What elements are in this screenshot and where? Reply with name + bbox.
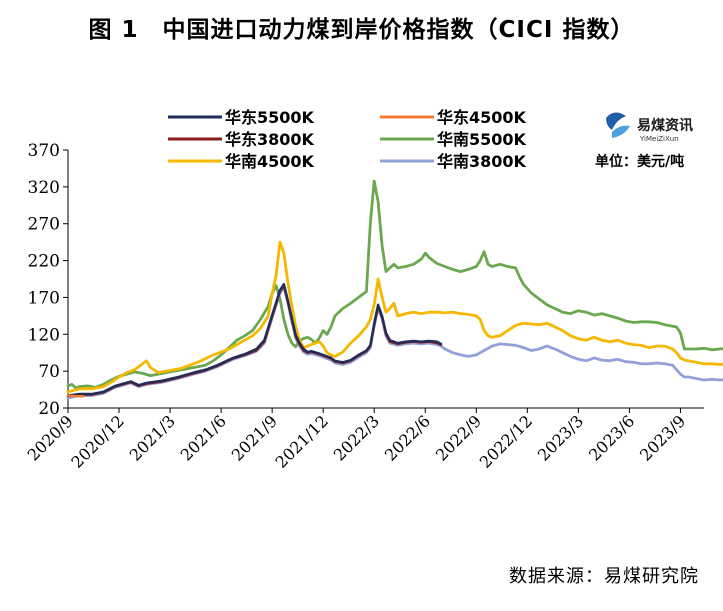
y-tick-label: 320	[28, 178, 60, 198]
legend-label: 华东5500K	[225, 108, 315, 127]
x-tick-label: 2023/6	[585, 411, 638, 464]
x-tick-label: 2023/3	[534, 411, 587, 464]
y-tick-label: 370	[28, 141, 60, 161]
y-tick-label: 20	[38, 399, 60, 419]
legend-label: 华东4500K	[437, 108, 527, 127]
x-tick-label: 2021/6	[177, 411, 230, 464]
legend-item: 华东5500K	[168, 108, 315, 127]
series-line	[66, 240, 723, 394]
logo-icon	[606, 112, 630, 138]
legend-item: 华东3800K	[168, 130, 315, 149]
y-tick-label: 220	[28, 252, 60, 272]
series-line	[66, 394, 85, 398]
brand-logo: 易煤资讯 YiMeiZiXun	[606, 112, 693, 143]
series-line	[66, 283, 443, 397]
series-line	[66, 179, 723, 390]
x-ticks: 2020/92020/122021/32021/62021/92021/1220…	[24, 408, 689, 472]
legend-label: 华南3800K	[437, 152, 527, 171]
unit-label: 单位：美元/吨	[595, 153, 684, 170]
x-tick-label: 2021/12	[272, 411, 332, 471]
y-ticks: 20 70 120 170 220 270 320 370	[28, 141, 68, 419]
x-tick-label: 2021/3	[126, 411, 179, 464]
x-tick-label: 2022/12	[476, 411, 536, 471]
legend-item: 华南3800K	[380, 152, 527, 171]
legend-label: 华南4500K	[225, 152, 315, 171]
brand-name: 易煤资讯	[637, 117, 693, 134]
legend-label: 华南5500K	[437, 130, 527, 149]
legend-item: 华南4500K	[168, 152, 315, 171]
legend: 华东5500K 华东4500K 华东3800K 华南5500K 华南4500K …	[168, 108, 527, 171]
legend-label: 华东3800K	[225, 130, 315, 149]
brand-subtitle: YiMeiZiXun	[639, 135, 679, 143]
chart-title: 图 1 中国进口动力煤到岸价格指数（CICI 指数）	[88, 17, 635, 43]
x-tick-label: 2020/12	[67, 411, 127, 471]
plot-area	[66, 179, 723, 400]
y-tick-label: 270	[28, 215, 60, 235]
x-tick-label: 2022/6	[381, 411, 434, 464]
source-note: 数据来源：易煤研究院	[509, 566, 699, 587]
legend-item: 华南5500K	[380, 130, 527, 149]
y-tick-label: 120	[28, 325, 60, 345]
x-tick-label: 2022/3	[330, 411, 383, 464]
x-tick-label: 2023/9	[636, 411, 689, 464]
legend-item: 华东4500K	[380, 108, 527, 127]
y-tick-label: 70	[38, 362, 60, 382]
y-tick-label: 170	[28, 288, 60, 308]
series-line	[66, 284, 443, 398]
